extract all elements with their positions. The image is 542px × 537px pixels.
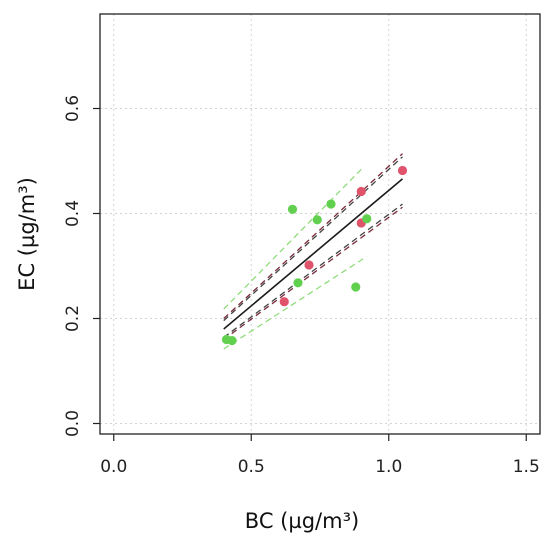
confidence-band-line xyxy=(223,203,403,338)
data-point xyxy=(293,278,303,288)
x-tick-label: 1.0 xyxy=(375,457,402,477)
x-tick-label: 0.0 xyxy=(100,457,127,477)
axis-ticks: 0.0 0.5 1.0 1.5 0.0 0.2 0.4 0.6 xyxy=(63,95,540,477)
grid xyxy=(100,14,540,434)
confidence-band-line xyxy=(223,153,403,319)
plot-frame xyxy=(99,13,541,435)
regression-lines xyxy=(223,153,404,350)
data-point xyxy=(326,199,336,209)
x-tick-label: 0.5 xyxy=(238,457,265,477)
confidence-band-line xyxy=(223,206,403,341)
confidence-band-line xyxy=(223,156,403,322)
y-tick-label: 0.2 xyxy=(63,305,83,332)
y-axis-title: EC (µg/m³) xyxy=(15,177,39,291)
data-point xyxy=(279,297,289,307)
confidence-band-line xyxy=(223,168,362,310)
data-point xyxy=(351,282,361,292)
regression-line xyxy=(223,178,404,330)
y-tick-label: 0.4 xyxy=(63,200,83,227)
data-point xyxy=(356,186,366,197)
data-point xyxy=(397,165,408,176)
data-point xyxy=(287,204,298,214)
x-tick-label: 1.5 xyxy=(513,457,540,477)
data-point xyxy=(304,260,314,270)
data-point xyxy=(362,214,372,224)
data-points xyxy=(221,165,408,346)
data-point xyxy=(227,335,237,346)
confidence-band-line xyxy=(223,256,368,350)
data-point xyxy=(312,215,322,225)
y-tick-label: 0.0 xyxy=(63,410,83,437)
y-tick-label: 0.6 xyxy=(63,95,83,122)
x-axis-title: BC (µg/m³) xyxy=(245,509,359,533)
